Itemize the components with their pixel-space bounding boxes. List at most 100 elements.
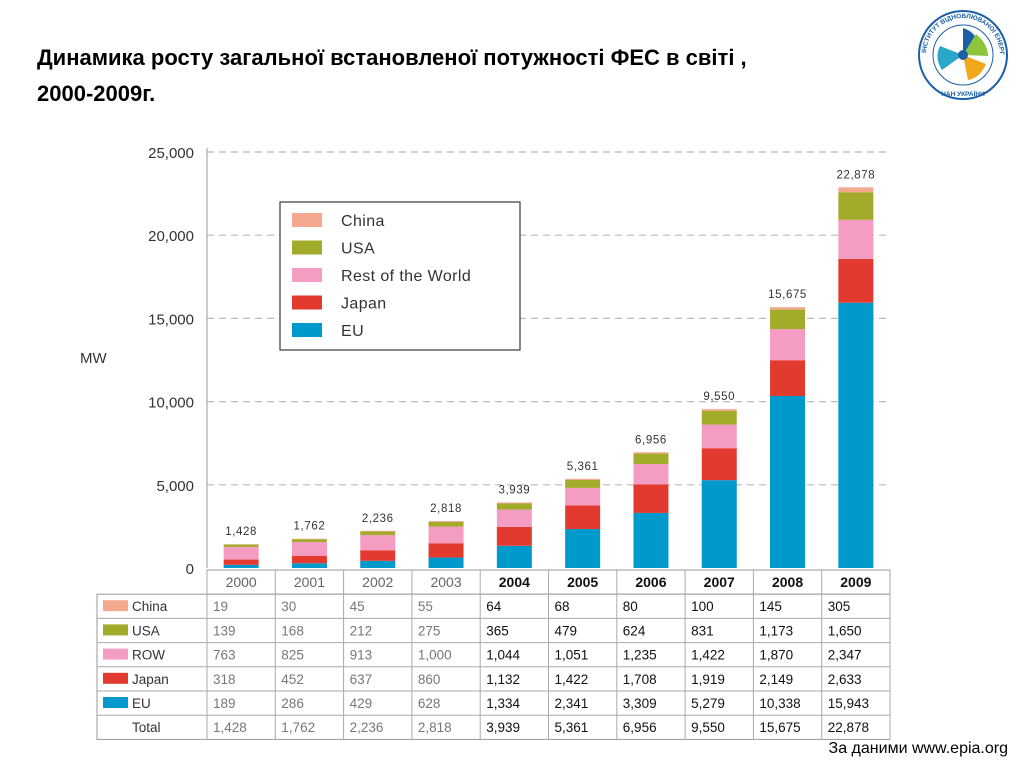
legend-swatch-china: [292, 213, 322, 227]
bar-segment-japan: [428, 543, 464, 558]
table-cell: 2,633: [828, 672, 862, 687]
table-cell: 318: [213, 672, 236, 687]
table-cell: 189: [213, 696, 236, 711]
total-data-label: 6,956: [635, 434, 667, 446]
bar-segment-eu: [633, 512, 669, 568]
table-swatch-usa: [103, 624, 128, 636]
table-cell: 275: [418, 623, 441, 638]
table-header-year: 2007: [704, 574, 735, 590]
bar-segment-row: [496, 509, 532, 527]
table-cell: 1,132: [486, 672, 520, 687]
table-cell: 2,818: [418, 720, 452, 735]
table-cell: 365: [486, 623, 509, 638]
table-swatch-row: [103, 648, 128, 660]
bar-segment-row: [701, 424, 737, 449]
bar-segment-row: [428, 526, 464, 544]
table-cell: 479: [555, 623, 578, 638]
bar-segment-usa: [838, 192, 874, 220]
table-cell: 168: [281, 623, 304, 638]
table-cell: 1,235: [623, 648, 657, 663]
bar-segment-usa: [633, 453, 669, 464]
y-tick-label: 5,000: [156, 478, 194, 495]
table-row-label: Total: [132, 720, 161, 735]
table-row-label: EU: [132, 696, 151, 711]
bar-segment-eu: [565, 529, 601, 568]
data-table: 2000 2001 2002 2003 2004 2005 2006 2007 2008 2009…: [96, 569, 891, 740]
page-title: Динамика росту загальної встановленої по…: [37, 45, 747, 106]
table-cell: 1,000: [418, 648, 452, 663]
bar-segment-row: [565, 487, 601, 506]
total-data-label: 15,675: [768, 289, 807, 301]
table-cell: 100: [691, 599, 714, 614]
table-cell: 15,943: [828, 696, 869, 711]
table-cell: 2,236: [350, 720, 384, 735]
bar-segment-usa: [565, 479, 601, 488]
table-cell: 10,338: [759, 696, 800, 711]
table-cell: 429: [350, 696, 373, 711]
bar-segment-row: [838, 219, 874, 259]
bar-segment-row: [360, 535, 396, 551]
bar-segment-usa: [770, 309, 806, 330]
table-cell: 55: [418, 599, 433, 614]
table-cell: 2,341: [555, 696, 589, 711]
y-tick-label: 15,000: [148, 311, 194, 328]
legend-label-japan: Japan: [341, 296, 387, 313]
total-data-label: 1,762: [294, 521, 326, 533]
table-cell: 3,309: [623, 696, 657, 711]
bar-segment-usa: [291, 539, 327, 542]
legend-swatch-row: [292, 268, 322, 282]
table-row-label: China: [132, 599, 168, 614]
table-cell: 637: [350, 672, 373, 687]
table-cell: 15,675: [759, 720, 800, 735]
legend: China USA Rest of the World Japan EU: [279, 201, 521, 351]
table-cell: 1,762: [281, 720, 315, 735]
table-row-label: USA: [132, 623, 160, 638]
table-header-year: 2006: [635, 574, 666, 590]
logo-bottom-text: НАН УКРАЇНИ: [941, 90, 985, 98]
bar-segment-row: [633, 463, 669, 485]
table-cell: 9,550: [691, 720, 725, 735]
total-data-label: 1,428: [225, 526, 257, 538]
legend-label-usa: USA: [341, 241, 375, 258]
y-tick-label: 10,000: [148, 395, 194, 412]
y-tick-label: 20,000: [148, 228, 194, 245]
bar-segment-china: [633, 452, 669, 454]
total-data-label: 2,818: [430, 503, 462, 515]
table-header-year: 2003: [430, 574, 461, 590]
table-cell: 1,051: [555, 648, 589, 663]
bar-segment-japan: [360, 550, 396, 561]
bar-segment-japan: [291, 555, 327, 564]
bar-segment-usa: [360, 531, 396, 536]
bar-segment-eu: [701, 480, 737, 568]
table-cell: 286: [281, 696, 304, 711]
bar-segment-row: [291, 541, 327, 556]
table-header-year: 2001: [294, 574, 325, 590]
table-swatch-china: [103, 600, 128, 612]
table-row-label: Japan: [132, 672, 169, 687]
bar-segment-eu: [428, 557, 464, 568]
bar-segment-china: [496, 502, 532, 504]
table-header-year: 2005: [567, 574, 598, 590]
table-cell: 2,149: [759, 672, 793, 687]
table-header-year: 2000: [226, 574, 257, 590]
bar-segment-japan: [565, 505, 601, 530]
table-cell: 825: [281, 648, 304, 663]
bar-segment-row: [770, 329, 806, 361]
y-axis-label: MW: [80, 350, 107, 367]
table-cell: 1,708: [623, 672, 657, 687]
table-cell: 30: [281, 599, 296, 614]
bars: 1,428 1,762 2,236 2,818 3,939 5,361 6,956 9,550…: [223, 169, 875, 568]
table-cell: 212: [350, 623, 373, 638]
bar-segment-china: [565, 478, 601, 480]
bar-segment-china: [838, 187, 874, 193]
legend-label-row: Rest of the World: [341, 268, 471, 285]
bar-segment-japan: [633, 484, 669, 513]
table-cell: 1,428: [213, 720, 247, 735]
table-cell: 80: [623, 599, 638, 614]
table-cell: 628: [418, 696, 441, 711]
bar-segment-eu: [770, 395, 806, 568]
bar-segment-eu: [291, 563, 327, 568]
y-tick-label: 0: [186, 561, 194, 578]
table-cell: 913: [350, 648, 373, 663]
